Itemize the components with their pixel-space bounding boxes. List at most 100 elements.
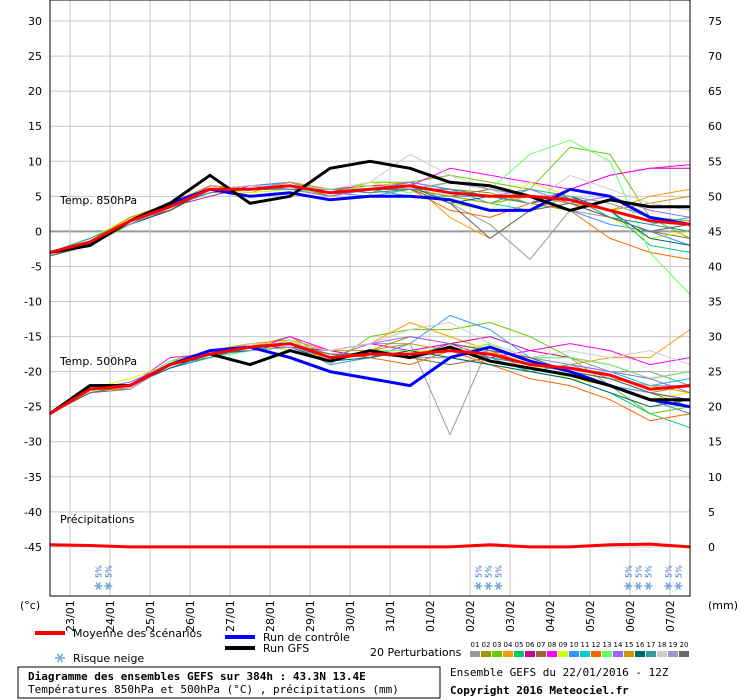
legend-swatch <box>525 651 535 657</box>
y-tick-label: -40 <box>24 506 42 519</box>
y-tick-label: -30 <box>24 436 42 449</box>
legend-swatch <box>514 651 524 657</box>
t850-line <box>49 184 691 254</box>
y2-tick-label: 20 <box>708 401 722 414</box>
snow-risk-label: 5% <box>494 565 503 578</box>
legend-label: 15 <box>625 641 634 649</box>
copyright: Copyright 2016 Meteociel.fr <box>450 684 629 697</box>
snow-icon <box>55 653 65 663</box>
snow-icon <box>484 582 493 590</box>
y-tick-label: 0 <box>35 225 42 238</box>
legend-label: 14 <box>614 641 623 649</box>
y-tick-label: -35 <box>24 471 42 484</box>
legend-label: 19 <box>669 641 678 649</box>
snow-stroke <box>625 582 631 590</box>
perturbations-label: 20 Perturbations <box>370 646 462 659</box>
snow-icon <box>494 582 503 590</box>
snow-stroke <box>495 582 501 590</box>
legend-label: 17 <box>647 641 656 649</box>
y2-tick-label: 50 <box>708 190 722 203</box>
x-tick-label: 26/01 <box>184 600 197 632</box>
y-tick-label: -25 <box>24 401 42 414</box>
subtitle: Températures 850hPa et 500hPa (°C) , pré… <box>28 683 399 696</box>
snow-stroke <box>95 582 101 590</box>
legend-swatch <box>668 651 678 657</box>
run-info: Ensemble GEFS du 22/01/2016 - 12Z <box>450 666 669 679</box>
t500-line <box>49 342 691 415</box>
snow-icon <box>624 582 633 590</box>
precip-line <box>49 542 691 549</box>
legend-swatch <box>580 651 590 657</box>
snow-stroke <box>665 582 671 590</box>
y2-tick-label: 10 <box>708 471 722 484</box>
legend-swatch <box>657 651 667 657</box>
legend-label: 20 <box>680 641 689 649</box>
legend-swatch <box>536 651 546 657</box>
y-tick-label: -20 <box>24 366 42 379</box>
legend-label: 02 <box>482 641 491 649</box>
legend-swatch <box>679 651 689 657</box>
legend-label: Run de contrôle <box>263 631 350 644</box>
legend-swatch <box>558 651 568 657</box>
legend-swatch <box>613 651 623 657</box>
legend-swatch <box>635 651 645 657</box>
title: Diagramme des ensembles GEFS sur 384h : … <box>28 670 366 683</box>
legend-label: 09 <box>559 641 568 649</box>
legend-swatch <box>492 651 502 657</box>
y-tick-label: 10 <box>28 155 42 168</box>
x-tick-label: 02/02 <box>464 600 477 632</box>
snow-risk-label: 5% <box>104 565 113 578</box>
y-tick-label: 30 <box>28 15 42 28</box>
snow-risk-label: 5% <box>474 565 483 578</box>
x-tick-label: 27/01 <box>224 600 237 632</box>
snow-risk-label: 5% <box>674 565 683 578</box>
legend-label: 08 <box>548 641 557 649</box>
x-tick-label: 28/01 <box>264 600 277 632</box>
y2-tick-label: 15 <box>708 436 722 449</box>
snow-stroke <box>635 582 641 590</box>
y2-tick-label: 40 <box>708 260 722 273</box>
y2-tick-label: 5 <box>708 506 715 519</box>
legend-label: 05 <box>515 641 524 649</box>
snow-stroke <box>485 582 491 590</box>
y2-tick-label: 60 <box>708 120 722 133</box>
legend-swatch <box>547 651 557 657</box>
snow-risk-label: 5% <box>624 565 633 578</box>
y-tick-label: -45 <box>24 541 42 554</box>
y2-unit: (mm) <box>708 599 738 612</box>
legend-label: 03 <box>493 641 502 649</box>
legend-swatch <box>470 651 480 657</box>
snow-icon <box>104 582 113 590</box>
legend-label: Risque neige <box>73 652 144 665</box>
legend-swatch <box>624 651 634 657</box>
x-tick-label: 30/01 <box>344 600 357 632</box>
legend-label: 07 <box>537 641 546 649</box>
x-tick-label: 01/02 <box>424 600 437 632</box>
x-tick-label: 07/02 <box>664 600 677 632</box>
snow-icon <box>664 582 673 590</box>
plot-frame <box>49 0 691 597</box>
plot-lines <box>49 139 691 549</box>
y2-tick-label: 25 <box>708 366 722 379</box>
legend-swatch <box>569 651 579 657</box>
legend-label: Run GFS <box>263 642 309 655</box>
legend-label: 04 <box>504 641 513 649</box>
snow-icon <box>674 582 683 590</box>
x-tick-label: 31/01 <box>384 600 397 632</box>
y2-tick-label: 0 <box>708 541 715 554</box>
snow-icon <box>94 582 103 590</box>
snow-icon <box>644 582 653 590</box>
snow-stroke <box>475 582 481 590</box>
y2-tick-label: 45 <box>708 225 722 238</box>
y2-tick-label: 30 <box>708 331 722 344</box>
y-tick-label: 15 <box>28 120 42 133</box>
y-tick-label: -5 <box>31 260 42 273</box>
t850-line <box>49 159 690 254</box>
x-tick-label: 05/02 <box>584 600 597 632</box>
snow-icon <box>634 582 643 590</box>
y-tick-label: 20 <box>28 85 42 98</box>
snow-stroke <box>645 582 651 590</box>
x-tick-label: 23/01 <box>64 600 77 632</box>
x-tick-label: 06/02 <box>624 600 637 632</box>
